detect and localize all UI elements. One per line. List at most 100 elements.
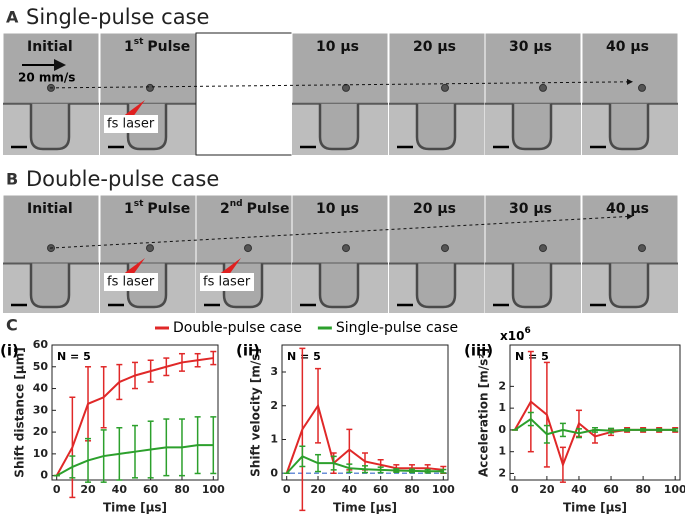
- trajectory-arrow: [49, 213, 633, 249]
- x-tick-label: 80: [404, 483, 420, 496]
- error-bar: [163, 418, 170, 477]
- cell: [146, 244, 154, 253]
- annotation: N = 5: [287, 350, 321, 363]
- frame-label-sup: nd: [230, 199, 243, 209]
- frame-label: 20 μs: [413, 39, 456, 55]
- frame-label-rest: Pulse: [247, 201, 290, 217]
- error-bar: [440, 468, 447, 474]
- chamber: [511, 103, 553, 151]
- frame-label-main: 20 μs: [413, 39, 456, 55]
- error-bar: [315, 453, 322, 473]
- y-tick-label: 1: [498, 401, 506, 414]
- y-tick-label: 3: [270, 365, 278, 378]
- error-bar: [346, 463, 353, 473]
- trajectory-arrow: [49, 78, 633, 89]
- chamber: [318, 263, 360, 309]
- frame-label-main: Initial: [27, 201, 73, 217]
- panel-letter: B: [6, 170, 18, 189]
- frame-label-rest: Pulse: [147, 39, 190, 55]
- error-bar: [100, 366, 107, 429]
- x-tick-label: 100: [432, 483, 455, 496]
- frame-label-sup: st: [134, 199, 144, 209]
- frame-label: 2nd Pulse: [220, 199, 289, 218]
- chamber: [318, 103, 360, 151]
- error-bar: [299, 445, 306, 468]
- y-tick-label: 2: [498, 466, 506, 479]
- annotation: N = 5: [57, 350, 91, 363]
- x-tick-label: 60: [603, 483, 619, 496]
- chamber: [415, 263, 457, 309]
- x-tick-label: 0: [511, 483, 519, 496]
- error-bar: [163, 357, 170, 377]
- frame-label-sup: st: [134, 37, 144, 47]
- frame-label-rest: Pulse: [147, 201, 190, 217]
- error-bar: [194, 352, 201, 368]
- frame-label: 40 μs: [606, 201, 649, 217]
- error-bar: [178, 418, 185, 477]
- y-axis-title: Shift distance [μm]: [13, 347, 27, 477]
- x-tick-label: 20: [539, 483, 555, 496]
- error-bar: [100, 429, 107, 483]
- x-tick-label: 100: [202, 483, 225, 496]
- x-tick-label: 40: [112, 483, 128, 496]
- error-bar: [178, 352, 185, 372]
- laser-label-bg: [104, 115, 158, 133]
- frame-label-main: 1: [124, 201, 134, 217]
- y-tick-label: 60: [33, 338, 49, 351]
- y-tick-label: 2: [270, 399, 278, 412]
- frame-label: 10 μs: [316, 39, 359, 55]
- error-bar: [147, 420, 154, 479]
- y-tick-label: 0: [498, 423, 506, 436]
- error-bar: [299, 347, 306, 512]
- cell: [342, 244, 350, 253]
- frame-label: 1st Pulse: [124, 37, 190, 56]
- error-bar: [194, 416, 201, 475]
- y-tick-label: 30: [33, 403, 49, 416]
- y-tick-label: 40: [33, 382, 49, 395]
- error-bar: [527, 411, 534, 427]
- error-bar: [362, 465, 368, 474]
- laser-label: fs laser: [203, 275, 251, 290]
- laser-label-bg: [200, 273, 254, 291]
- x-tick-label: 80: [635, 483, 651, 496]
- y-tick-label: 50: [33, 360, 49, 373]
- error-bar: [543, 361, 550, 468]
- frame-label: 1st Pulse: [124, 199, 190, 218]
- cell: [539, 83, 547, 92]
- error-bar: [408, 468, 415, 474]
- laser-label: fs laser: [107, 117, 155, 132]
- cell: [638, 244, 646, 253]
- frame-label-main: Initial: [27, 39, 73, 55]
- error-bar: [559, 422, 566, 438]
- error-bar: [147, 359, 154, 383]
- axis-multiplier-main: x10: [500, 329, 524, 343]
- error-bar: [608, 427, 615, 434]
- chamber: [29, 263, 71, 309]
- error-bar: [210, 416, 217, 475]
- laser-label: fs laser: [107, 275, 155, 290]
- y-tick-label: 1: [270, 433, 278, 446]
- x-tick-label: 40: [342, 483, 358, 496]
- laser-label-bg: [104, 273, 158, 291]
- frame-label-main: 2: [220, 201, 230, 217]
- y-axis-title: Acceleration [m/s²]: [477, 348, 491, 477]
- error-bar: [393, 468, 400, 473]
- cell: [244, 244, 252, 253]
- error-bar: [85, 437, 92, 483]
- axis-multiplier-sup: 6: [524, 326, 530, 336]
- error-bar: [116, 363, 123, 401]
- panel-letter: C: [6, 316, 18, 335]
- error-bar: [330, 455, 337, 471]
- error-bar: [575, 428, 582, 439]
- frame-label-main: 40 μs: [606, 39, 649, 55]
- chamber: [608, 103, 650, 151]
- frame-label-main: 30 μs: [509, 201, 552, 217]
- chamber: [415, 103, 457, 151]
- cell: [638, 83, 646, 92]
- error-bar: [672, 428, 679, 432]
- panel-label: (iii): [464, 342, 493, 360]
- y-tick-label: 0: [270, 466, 278, 479]
- chamber: [29, 103, 71, 151]
- frame-label-main: 10 μs: [316, 39, 359, 55]
